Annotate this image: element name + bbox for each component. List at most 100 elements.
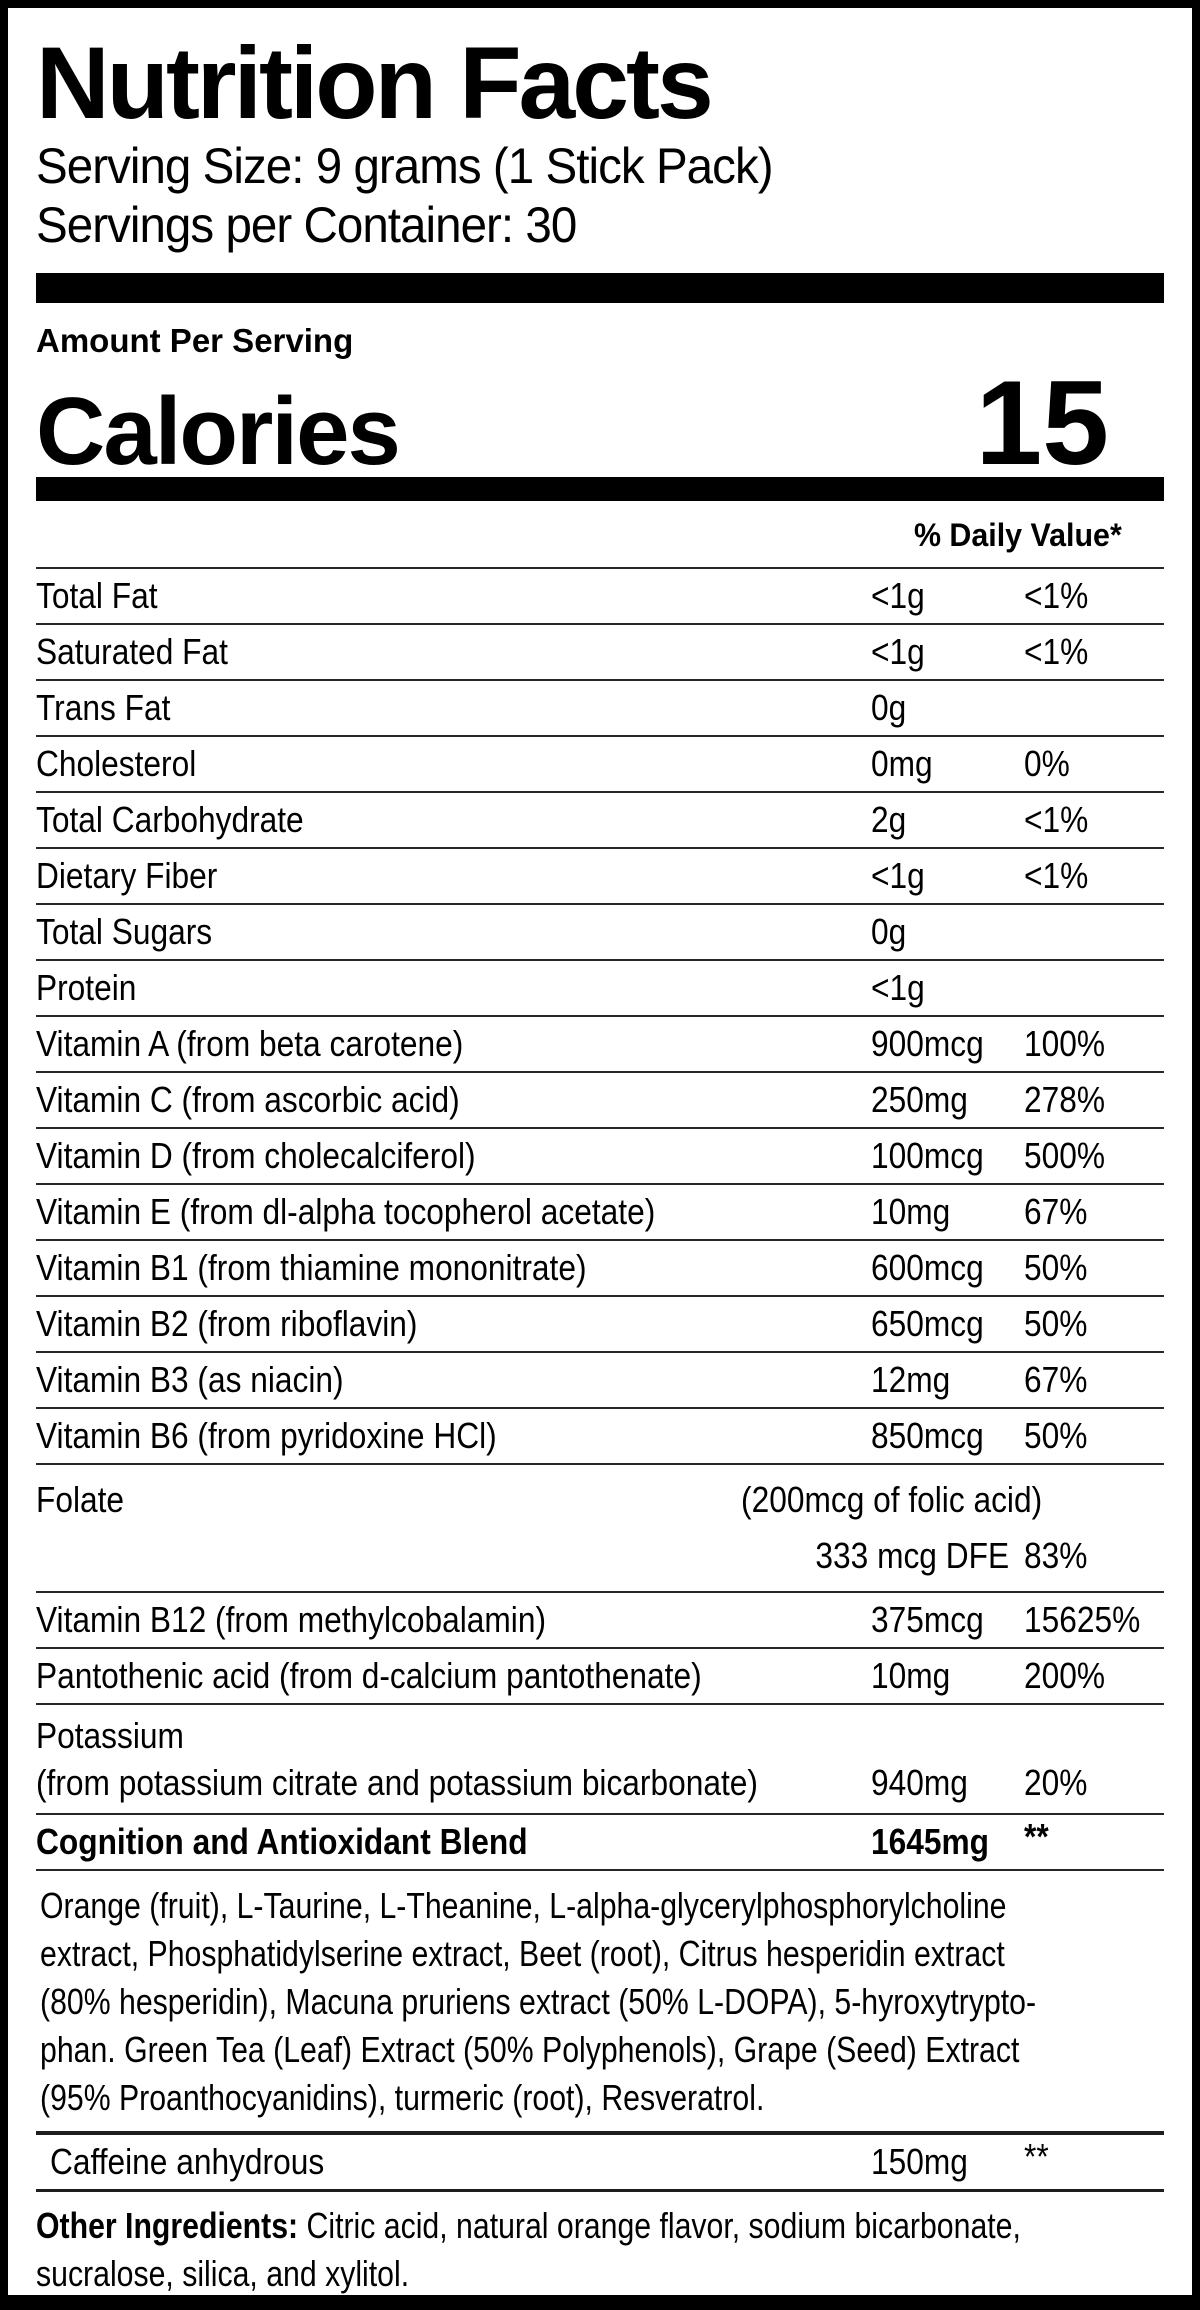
label-content: Nutrition Facts Serving Size: 9 grams (1… [8,26,1192,2295]
other-ingredients-line2: sucralose, silica, and xylitol. [36,2253,410,2295]
nutrient-dv: 500% [1024,1135,1106,1177]
nutrient-name: Pantothenic acid (from d-calcium pantoth… [36,1655,702,1697]
nutrient-amount: 150mg [871,2141,968,2183]
nutrient-name: Vitamin B12 (from methylcobalamin) [36,1599,547,1641]
nutrient-name: Vitamin E (from dl-alpha tocopherol acet… [36,1191,656,1233]
nutrient-name: Vitamin B6 (from pyridoxine HCl) [36,1415,497,1457]
nutrient-name: Trans Fat [36,687,171,729]
nutrient-dv: 83% [1024,1535,1088,1577]
blend-name: Cognition and Antioxidant Blend [36,1821,528,1863]
nutrient-name: Vitamin D (from cholecalciferol) [36,1135,476,1177]
nutrient-dv: 50% [1024,1247,1088,1289]
nutrient-amount: 0mg [871,743,933,785]
daily-value-header: % Daily Value* [36,501,1164,567]
nutrient-amount: 100mcg [871,1135,984,1177]
nutrient-name: Potassium [36,1714,184,1756]
amount-per-serving-label: Amount Per Serving [36,322,354,360]
blend-line: extract, Phosphatidylserine extract, Bee… [40,1933,1005,1975]
nutrient-dv: 278% [1024,1079,1106,1121]
nutrient-amount: <1g [871,575,925,617]
blend-line: Orange (fruit), L-Taurine, L-Theanine, L… [40,1885,1007,1927]
nutrient-dv: 20% [1024,1761,1088,1803]
row-pantothenic-acid: Pantothenic acid (from d-calcium pantoth… [36,1647,1164,1703]
serving-size-line: Serving Size: 9 grams (1 Stick Pack) [36,137,1164,196]
nutrient-name: Cholesterol [36,743,197,785]
thick-divider-bar-top [36,273,1164,304]
nutrient-amount: 2g [871,799,907,841]
calories-label: Calories [36,378,401,486]
nutrient-name: Total Sugars [36,911,213,953]
row-dietary-fiber: Dietary Fiber <1g <1% [36,847,1164,903]
row-vitamin-c: Vitamin C (from ascorbic acid) 250mg 278% [36,1071,1164,1127]
blend-ingredients-paragraph: Orange (fruit), L-Taurine, L-Theanine, L… [36,1869,1164,2131]
row-protein: Protein <1g [36,959,1164,1015]
nutrient-dv: <1% [1024,799,1089,841]
row-caffeine: Caffeine anhydrous 150mg ** [36,2131,1164,2189]
nutrient-name: Vitamin B1 (from thiamine mononitrate) [36,1247,587,1289]
row-vitamin-d: Vitamin D (from cholecalciferol) 100mcg 50… [36,1127,1164,1183]
row-vitamin-b3: Vitamin B3 (as niacin) 12mg 67% [36,1351,1164,1407]
row-cognition-blend: Cognition and Antioxidant Blend 1645mg *… [36,1813,1164,1869]
servings-per-container-line: Servings per Container: 30 [36,196,1164,255]
row-potassium: Potassium (from potassium citrate and po… [36,1703,1164,1813]
row-vitamin-b1: Vitamin B1 (from thiamine mononitrate) 60… [36,1239,1164,1295]
nutrient-name: Folate [36,1479,125,1521]
row-vitamin-b6: Vitamin B6 (from pyridoxine HCl) 850mcg 50… [36,1407,1164,1463]
nutrient-dv: ** [1024,2136,1049,2178]
nutrient-amount: 10mg [871,1191,951,1233]
nutrient-dv: 200% [1024,1655,1106,1697]
nutrient-dv: <1% [1024,575,1089,617]
calories-value: 15 [975,356,1109,491]
nutrient-amount: 12mg [871,1359,951,1401]
row-total-carbohydrate: Total Carbohydrate 2g <1% [36,791,1164,847]
thick-divider-bar-calories [36,477,1164,502]
nutrient-dv: 50% [1024,1303,1088,1345]
blend-line: (80% hesperidin), Macuna pruriens extrac… [40,1981,1037,2023]
nutrient-dv: 15625% [1024,1599,1141,1641]
row-saturated-fat: Saturated Fat <1g <1% [36,623,1164,679]
nutrient-name: Vitamin B2 (from riboflavin) [36,1303,418,1345]
nutrient-dv: <1% [1024,631,1089,673]
nutrient-name: Dietary Fiber [36,855,218,897]
nutrient-amount: 600mcg [871,1247,984,1289]
row-vitamin-a: Vitamin A (from beta carotene) 900mcg 100% [36,1015,1164,1071]
nutrient-amount: <1g [871,855,925,897]
nutrient-amount: 10mg [871,1655,951,1697]
row-vitamin-e: Vitamin E (from dl-alpha tocopherol acet… [36,1183,1164,1239]
nutrient-amount: 0g [871,911,907,953]
serving-size-text: Serving Size: 9 grams (1 Stick Pack) [36,138,774,195]
potassium-source: (from potassium citrate and potassium bi… [36,1761,758,1803]
other-ingredients-line1: Citric acid, natural orange flavor, sodi… [298,2205,1021,2247]
row-folate: Folate (200mcg of folic acid) 333 mcg DF… [36,1463,1164,1591]
nutrient-amount: 650mcg [871,1303,984,1345]
blend-line: phan. Green Tea (Leaf) Extract (50% Poly… [40,2029,1020,2071]
label-title: Nutrition Facts [36,26,714,140]
nutrient-amount: 375mcg [871,1599,984,1641]
daily-value-header-text: % Daily Value* [914,517,1122,554]
nutrient-amount: 940mg [871,1761,968,1803]
other-ingredients-section: Other Ingredients: Citric acid, natural … [36,2189,1164,2295]
nutrient-amount: <1g [871,631,925,673]
blend-line: (95% Proanthocyanidins), turmeric (root)… [40,2077,765,2119]
nutrient-name: Caffeine anhydrous [50,2141,325,2183]
servings-per-container-text: Servings per Container: 30 [36,197,577,254]
nutrient-name: Total Carbohydrate [36,799,304,841]
nutrient-name: Vitamin B3 (as niacin) [36,1359,344,1401]
nutrient-dv: 100% [1024,1023,1106,1065]
other-ingredients-label: Other Ingredients: [36,2205,299,2247]
nutrient-dv: 67% [1024,1191,1088,1233]
nutrient-amount: 333 mcg DFE [815,1535,1009,1577]
nutrient-name: Vitamin A (from beta carotene) [36,1023,464,1065]
nutrient-rows: Total Fat <1g <1% Saturated Fat <1g <1% Tran… [36,567,1164,1463]
row-vitamin-b12: Vitamin B12 (from methylcobalamin) 375mcg… [36,1591,1164,1647]
folate-note: (200mcg of folic acid) [740,1479,1042,1521]
nutrient-amount: <1g [871,967,925,1009]
nutrient-amount: 900mcg [871,1023,984,1065]
nutrient-dv: <1% [1024,855,1089,897]
row-total-sugars: Total Sugars 0g [36,903,1164,959]
nutrient-amount: 250mg [871,1079,968,1121]
nutrient-dv: 50% [1024,1415,1088,1457]
nutrient-dv: 67% [1024,1359,1088,1401]
row-vitamin-b2: Vitamin B2 (from riboflavin) 650mcg 50% [36,1295,1164,1351]
